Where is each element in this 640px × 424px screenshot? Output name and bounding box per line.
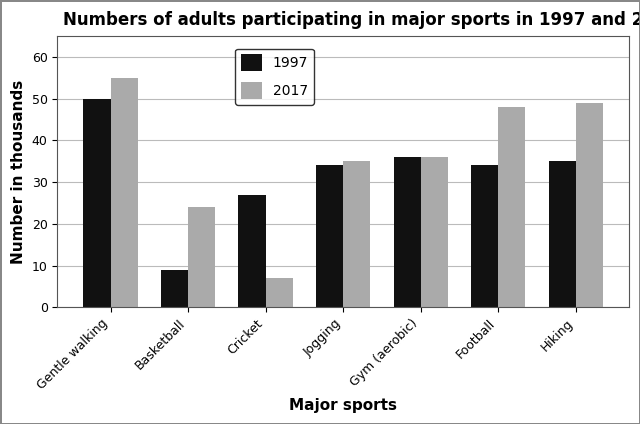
Bar [83,99,111,307]
Bar [498,107,525,307]
Bar [420,157,448,307]
Bar [394,157,420,307]
X-axis label: Major sports: Major sports [289,398,397,413]
Bar [548,161,576,307]
Bar [188,207,215,307]
Bar [471,165,498,307]
Legend: 1997, 2017: 1997, 2017 [236,49,314,105]
Text: Numbers of adults participating in major sports in 1997 and 2017: Numbers of adults participating in major… [63,11,640,29]
Bar [576,103,603,307]
Bar [161,270,188,307]
Bar [111,78,138,307]
Bar [316,165,343,307]
Y-axis label: Number in thousands: Number in thousands [11,80,26,264]
Bar [239,195,266,307]
Bar [266,278,292,307]
Bar [343,161,371,307]
